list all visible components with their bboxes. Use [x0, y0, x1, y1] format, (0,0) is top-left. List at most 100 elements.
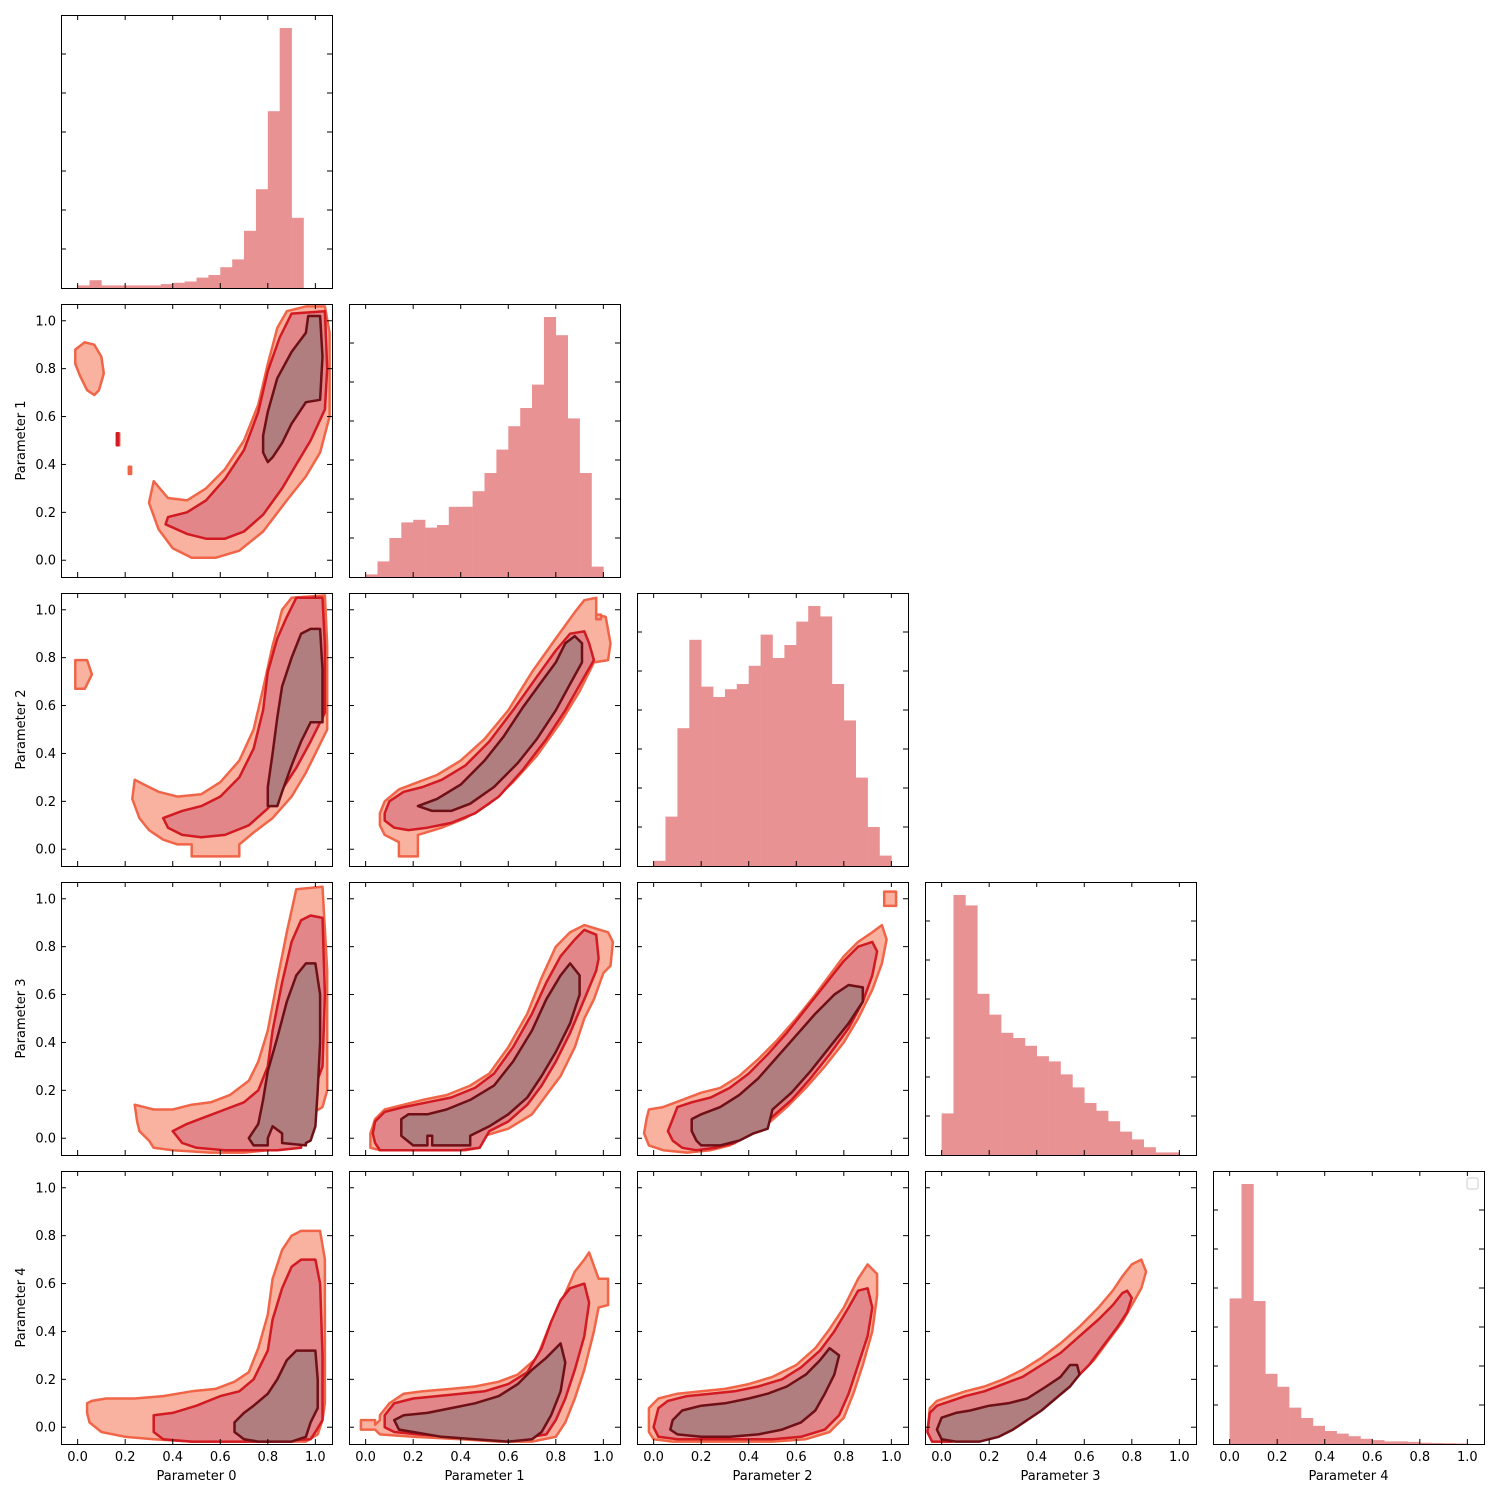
y-tick-label: 0.8 — [35, 651, 56, 666]
histogram-bar — [941, 1113, 954, 1155]
y-tick-label: 0.8 — [35, 1229, 56, 1244]
contour-outer — [127, 465, 133, 476]
y-tick-label: 0.2 — [35, 506, 56, 521]
histogram-bar — [772, 658, 785, 866]
x-axis-label: Parameter 1 — [444, 1469, 524, 1484]
histogram-bar — [725, 689, 738, 866]
panel-content — [369, 923, 615, 1152]
contour-mid — [666, 940, 879, 1152]
x-tick-label: 0.4 — [450, 1450, 471, 1465]
panel-1-1 — [349, 304, 621, 578]
histogram-bar — [879, 855, 892, 866]
histogram-bar — [1143, 1147, 1156, 1155]
histogram-bar — [713, 697, 726, 866]
histogram-bar — [1407, 1441, 1421, 1444]
histogram-bar — [291, 217, 304, 288]
histogram-bar — [425, 527, 438, 577]
histogram-bar — [1036, 1056, 1049, 1155]
histogram-bar — [125, 285, 138, 288]
y-tick-label: 0.2 — [35, 1373, 56, 1388]
histogram-bar — [1131, 1139, 1144, 1155]
panel-2-1 — [349, 593, 621, 867]
panel-frame — [61, 15, 333, 289]
x-tick-label: 0.4 — [738, 1450, 759, 1465]
contour-inner — [266, 627, 324, 808]
x-tick-label: 1.0 — [881, 1450, 902, 1465]
histogram-bar — [1312, 1425, 1325, 1444]
y-tick-label: 0.4 — [35, 1036, 56, 1051]
y-tick-label: 0.8 — [35, 940, 56, 955]
histogram-bar — [1301, 1418, 1314, 1444]
y-axis-label: Parameter 3 — [14, 978, 29, 1058]
y-axis-label: Parameter 1 — [14, 400, 29, 480]
panel-3-0: 0.0 0.2 0.4 0.6 0.8 1.0 Parameter 3 — [14, 882, 333, 1156]
histogram-bar — [1096, 1110, 1109, 1155]
histogram-bar — [389, 538, 402, 577]
histogram-bar — [448, 506, 461, 577]
y-tick-label: 0.6 — [35, 699, 56, 714]
panel-content — [653, 606, 892, 866]
histogram-bar — [736, 684, 749, 866]
histogram-bar — [989, 1014, 1002, 1155]
histogram-bar — [701, 686, 714, 866]
panel-content — [365, 317, 604, 577]
panel-content — [133, 885, 329, 1154]
x-tick-label: 0.2 — [1267, 1450, 1288, 1465]
histogram-bar — [279, 28, 292, 288]
x-tick-label: 0.2 — [691, 1450, 712, 1465]
histogram-bar — [953, 895, 966, 1155]
histogram-bar — [255, 189, 269, 288]
x-tick-label: 0.4 — [1314, 1450, 1335, 1465]
contour-inner — [392, 1342, 567, 1443]
y-tick-label: 1.0 — [35, 314, 56, 329]
histogram-bar — [1229, 1298, 1242, 1444]
panel-4-2: 0.0 0.2 0.4 0.6 0.8 1.0 Parameter 2 — [637, 1171, 909, 1484]
y-tick-label: 0.4 — [35, 1325, 56, 1340]
histogram-bar — [1241, 1184, 1254, 1444]
panel-frame — [637, 593, 909, 867]
panel-3-3 — [925, 882, 1197, 1156]
panel-frame — [925, 1171, 1197, 1445]
histogram-bar — [413, 519, 426, 577]
x-axis-label: Parameter 0 — [156, 1469, 236, 1484]
y-tick-label: 0.4 — [35, 747, 56, 762]
panel-0-0 — [61, 15, 333, 289]
histogram-bar — [1384, 1441, 1397, 1444]
histogram-bar — [149, 285, 162, 288]
x-tick-label: 0.2 — [979, 1450, 1000, 1465]
histogram-bar — [484, 473, 497, 577]
histogram-bar — [520, 408, 533, 577]
histogram-bar — [653, 860, 666, 866]
histogram-bar — [208, 275, 221, 288]
x-tick-label: 0.8 — [1121, 1450, 1142, 1465]
histogram-bar — [1001, 1032, 1014, 1155]
x-tick-label: 1.0 — [593, 1450, 614, 1465]
histogram-bar — [172, 282, 185, 288]
histogram-bar — [1155, 1152, 1168, 1155]
histogram-bar — [1084, 1103, 1097, 1155]
histogram-bar — [496, 449, 509, 577]
panel-content — [359, 1251, 610, 1443]
contour-island — [882, 890, 898, 908]
panel-content — [642, 890, 898, 1154]
y-axis-label: Parameter 2 — [14, 689, 29, 769]
panel-content — [77, 28, 304, 288]
y-axis-label: Parameter 4 — [14, 1267, 29, 1347]
histogram-bar — [1419, 1442, 1432, 1444]
x-tick-label: 0.2 — [115, 1450, 136, 1465]
contour-inner — [935, 1363, 1081, 1443]
x-tick-label: 1.0 — [305, 1450, 326, 1465]
y-tick-label: 0.0 — [35, 554, 56, 569]
x-tick-label: 0.0 — [1219, 1450, 1240, 1465]
histogram-bar — [977, 993, 990, 1155]
histogram-bar — [532, 384, 545, 577]
histogram-bar — [184, 281, 197, 288]
panel-frame — [349, 593, 621, 867]
histogram-bar — [1431, 1443, 1444, 1444]
histogram-bar — [567, 418, 580, 577]
x-tick-label: 0.0 — [643, 1450, 664, 1465]
histogram-bar — [472, 491, 485, 577]
panel-frame — [1213, 1171, 1485, 1445]
histogram-bar — [665, 816, 678, 866]
histogram-bar — [1455, 1443, 1468, 1444]
